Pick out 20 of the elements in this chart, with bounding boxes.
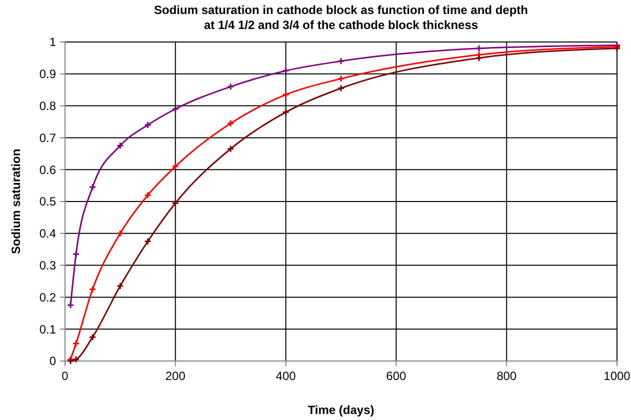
chart-title: Sodium saturation in cathode block as function of time and depth at 1/4 1/2 and 3/4 of the cathode block thickness	[154, 3, 528, 32]
y-tick-label: 0.8	[39, 99, 56, 113]
y-axis-title: Sodium saturation	[9, 148, 23, 254]
y-tick-label: 0.3	[39, 258, 56, 272]
y-tick-label: 0.1	[39, 322, 56, 336]
y-tick-label: 1	[49, 35, 56, 50]
x-tick-label: 600	[386, 369, 407, 383]
x-tick-label: 1000	[604, 369, 631, 383]
x-axis-title: Time (days)	[308, 403, 374, 417]
y-tick-label: 0.2	[39, 290, 56, 304]
x-tick-label: 0	[62, 369, 69, 383]
x-tick-label: 800	[496, 369, 517, 383]
y-tick-label: 0.9	[39, 67, 56, 82]
x-tick-label: 400	[276, 369, 296, 383]
x-tick-label: 200	[165, 369, 186, 383]
y-tick-label: 0.6	[39, 162, 56, 177]
y-tick-label: 0.5	[39, 194, 56, 209]
y-tick-label: 0.7	[39, 130, 56, 145]
y-tick-label: 0.4	[39, 226, 56, 241]
y-tick-label: 0	[49, 354, 56, 368]
